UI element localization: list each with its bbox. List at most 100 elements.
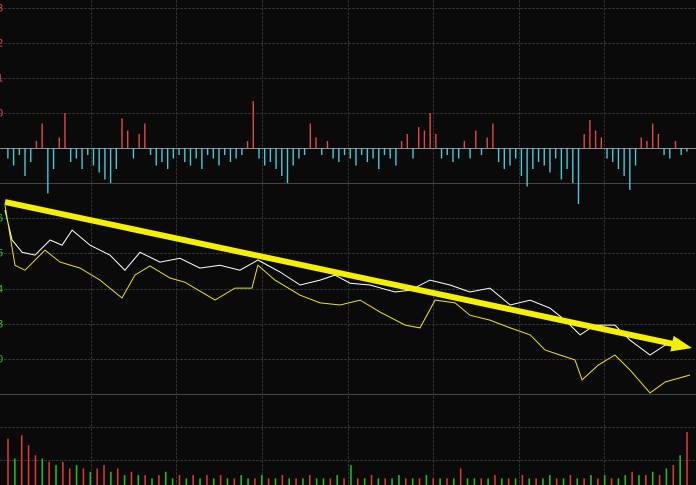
y-tick-label: 5 (0, 247, 3, 259)
bar (497, 148, 500, 163)
bar (432, 478, 435, 485)
bar (30, 148, 32, 163)
bar (377, 478, 380, 485)
bar (372, 148, 374, 159)
bar (583, 478, 585, 485)
bar (594, 130, 597, 149)
bar (577, 148, 580, 204)
bar (332, 148, 334, 159)
bar (535, 478, 537, 485)
bar (366, 148, 369, 163)
bar (258, 148, 260, 159)
bar (308, 475, 311, 485)
bar (109, 148, 112, 183)
bar (383, 148, 386, 156)
bar (446, 478, 448, 485)
bar (658, 475, 661, 485)
bar (229, 148, 232, 163)
marks (4, 101, 691, 485)
bar (52, 148, 55, 170)
bar (96, 468, 98, 485)
bar (686, 432, 688, 485)
bar (104, 148, 106, 180)
bar (370, 475, 373, 485)
bar (267, 478, 270, 485)
bar (269, 148, 272, 163)
bar (440, 148, 443, 159)
bar (336, 475, 339, 485)
bar (81, 148, 83, 170)
bar (528, 478, 531, 485)
bar (137, 475, 140, 485)
bar (123, 475, 126, 485)
bar (246, 141, 249, 149)
bar (240, 475, 242, 485)
bar (144, 123, 146, 149)
bar (515, 148, 517, 159)
bar (562, 478, 565, 485)
bar (475, 130, 477, 149)
bar (398, 475, 400, 485)
bar (411, 478, 414, 485)
bar (646, 141, 648, 149)
bar (603, 475, 606, 485)
bar (406, 134, 409, 149)
bar (281, 475, 284, 485)
bar (657, 134, 660, 149)
bar (521, 475, 524, 485)
bar (514, 478, 517, 485)
bar (132, 148, 135, 159)
bar (98, 148, 100, 173)
bar (418, 127, 420, 149)
bar (669, 148, 671, 159)
bar (260, 475, 263, 485)
bar (322, 478, 325, 485)
bar (164, 471, 167, 485)
bar (389, 148, 391, 159)
bar (7, 438, 9, 485)
bar (360, 148, 363, 156)
bar (446, 148, 448, 156)
bar (459, 468, 462, 485)
bar (680, 148, 682, 156)
bar (149, 148, 152, 156)
bar (338, 148, 340, 163)
bar (418, 478, 421, 485)
bar (640, 137, 642, 149)
bar (494, 475, 496, 485)
bar (247, 478, 249, 485)
bar (629, 148, 631, 190)
bar (679, 455, 681, 485)
bar (151, 478, 153, 485)
bar (663, 148, 665, 156)
bar (303, 148, 306, 156)
bar (590, 475, 592, 485)
bar (75, 465, 78, 485)
bar (309, 123, 312, 149)
bar (672, 465, 675, 485)
bar (391, 478, 393, 485)
bar (435, 134, 437, 149)
bar (68, 468, 71, 485)
bar (569, 475, 572, 485)
bar (178, 475, 181, 485)
bar (355, 148, 357, 166)
bar (631, 471, 633, 485)
price-line (4, 205, 691, 394)
bar (583, 134, 585, 149)
bar (87, 148, 89, 156)
bar (343, 478, 345, 485)
bar (189, 148, 192, 166)
bar (92, 148, 95, 166)
bar (138, 134, 140, 149)
bar (480, 478, 483, 485)
bar (199, 478, 201, 485)
bar (473, 478, 476, 485)
bar (572, 148, 574, 183)
bar (34, 455, 37, 485)
bar (252, 101, 254, 149)
bar (610, 478, 613, 485)
bar (457, 148, 460, 159)
